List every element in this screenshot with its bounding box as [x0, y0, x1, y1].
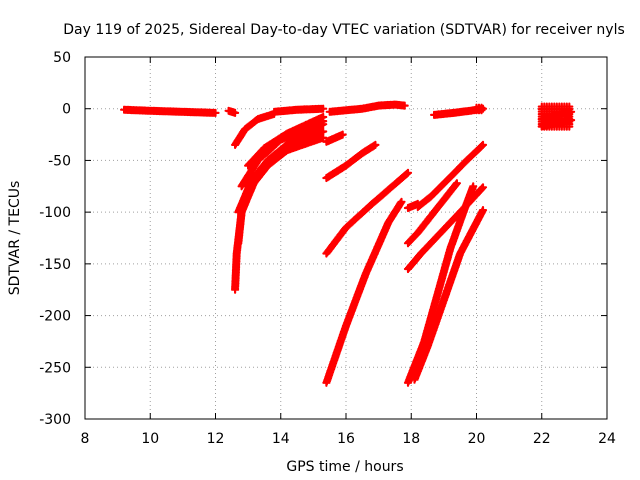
sdtvar-track	[410, 206, 488, 384]
x-tick-label: 22	[533, 431, 551, 447]
tick-labels: 8 10 12 14 16 18 20 22 24 -300 -250 -200 -150 -100 -50…	[39, 50, 616, 447]
axis-ticks	[84, 56, 608, 420]
x-tick-label: 24	[598, 431, 616, 447]
sdtvar-track	[120, 105, 220, 117]
x-tick-label: 16	[337, 431, 355, 447]
sdtvar-track	[322, 130, 347, 146]
x-tick-label: 8	[81, 431, 90, 447]
y-axis-label: SDTVAR / TECUs	[7, 181, 23, 296]
y-tick-label: -50	[48, 153, 71, 169]
sdtvar-track	[403, 183, 488, 274]
sdtvar-track	[224, 106, 240, 117]
y-tick-label: -250	[39, 360, 71, 376]
data-marks	[120, 100, 576, 387]
sdtvar-track	[325, 100, 409, 116]
sdtvar-dense-cluster	[537, 102, 574, 131]
chart-title: Day 119 of 2025, Sidereal Day-to-day VTE…	[63, 22, 625, 38]
y-tick-label: -300	[39, 412, 71, 428]
y-tick-label: -200	[39, 309, 71, 325]
sdtvar-track	[231, 109, 279, 149]
y-tick-label: -150	[39, 257, 71, 273]
x-axis-label: GPS time / hours	[286, 459, 403, 475]
sdtvar-track	[270, 104, 328, 116]
x-tick-label: 18	[402, 431, 420, 447]
sdtvar-track	[234, 120, 328, 217]
sdtvar-track	[244, 112, 328, 170]
sdtvar-track	[403, 179, 461, 248]
sdtvar-track	[322, 197, 406, 387]
sdtvar-track	[322, 140, 380, 183]
sdtvar-dense-cluster	[472, 103, 486, 115]
y-tick-label: 50	[53, 50, 71, 66]
sdtvar-track	[322, 168, 413, 258]
y-tick-label: 0	[62, 102, 71, 118]
x-tick-label: 20	[468, 431, 486, 447]
x-tick-label: 12	[207, 431, 225, 447]
x-tick-label: 10	[141, 431, 159, 447]
x-tick-label: 14	[272, 431, 290, 447]
sdtvar-track	[403, 182, 478, 387]
y-tick-label: -100	[39, 205, 71, 221]
sdtvar-track	[413, 140, 488, 212]
